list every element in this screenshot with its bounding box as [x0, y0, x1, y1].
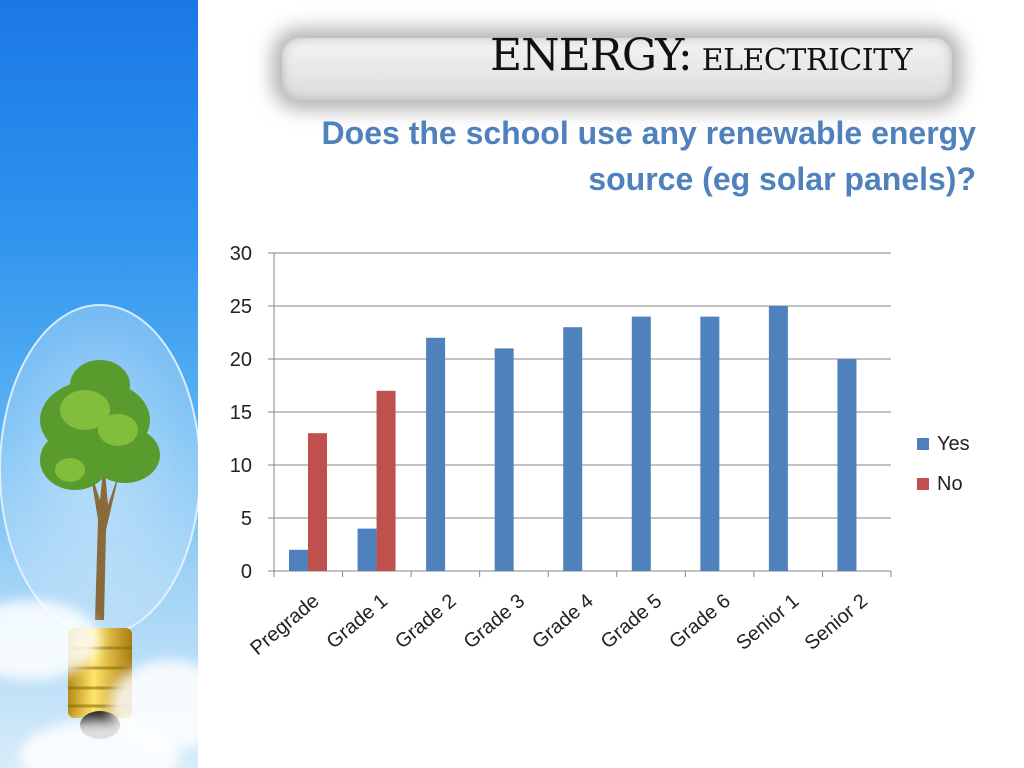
bar-yes-grade-2: [426, 337, 446, 571]
x-tick-label: Grade 6: [665, 590, 735, 653]
bar-yes-senior-1: [768, 306, 788, 571]
title-sub: ELECTRICITY: [701, 43, 913, 78]
y-tick-label: 25: [230, 296, 252, 318]
bar-yes-grade-5: [631, 316, 651, 571]
question-line-1: Does the school use any renewable energy: [321, 115, 976, 151]
y-tick-label: 15: [230, 402, 252, 424]
chart-legend: Yes No: [917, 424, 970, 504]
x-tick-label: Senior 1: [732, 590, 803, 655]
question-line-2: source (eg solar panels)?: [588, 161, 976, 197]
bar-yes-grade-1: [357, 528, 377, 571]
x-tick-label: Grade 4: [528, 590, 598, 653]
bar-yes-pregrade: [289, 549, 308, 571]
y-tick-label: 20: [230, 349, 252, 371]
x-tick-label: Senior 2: [801, 590, 872, 655]
legend-item-yes: Yes: [917, 424, 970, 464]
x-tick-label: Grade 5: [597, 590, 667, 653]
y-tick-label: 5: [241, 508, 252, 530]
decorative-side-panel: [0, 0, 198, 768]
bar-yes-grade-6: [700, 316, 720, 571]
legend-item-no: No: [917, 464, 970, 504]
legend-label-no: No: [937, 472, 963, 495]
x-tick-label: Grade 2: [391, 590, 461, 653]
bar-yes-grade-3: [494, 348, 514, 571]
chart-question: Does the school use any renewable energy…: [256, 110, 976, 202]
bar-no-grade-1: [376, 390, 396, 571]
y-tick-label: 30: [230, 243, 252, 265]
x-tick-label: Grade 3: [460, 590, 530, 653]
bar-yes-senior-2: [837, 359, 857, 571]
legend-swatch-yes: [917, 438, 929, 450]
y-tick-label: 10: [230, 455, 252, 477]
x-tick-label: Grade 1: [323, 590, 393, 653]
legend-swatch-no: [917, 478, 929, 490]
bar-no-pregrade: [308, 433, 327, 571]
x-tick-label: Pregrade: [246, 590, 323, 660]
bar-yes-grade-4: [563, 327, 583, 571]
legend-label-yes: Yes: [937, 432, 970, 455]
title-main: ENERGY:: [490, 30, 693, 81]
slide-title: ENERGY: ELECTRICITY: [490, 30, 1010, 81]
y-tick-label: 0: [241, 561, 252, 583]
title-plaque: [282, 38, 952, 100]
